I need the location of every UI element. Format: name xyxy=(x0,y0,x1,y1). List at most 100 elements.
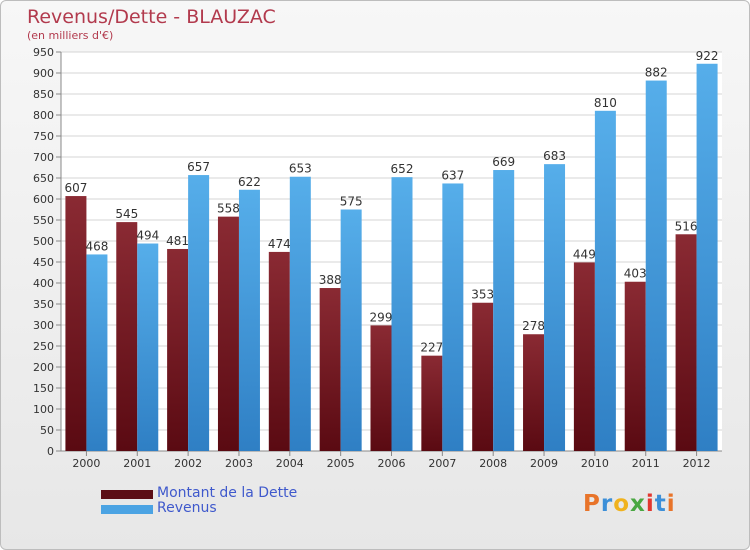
y-tick-label: 550 xyxy=(33,214,54,227)
data-label-revenus: 882 xyxy=(645,66,668,80)
x-tick-label: 2009 xyxy=(530,457,558,470)
bar-revenus xyxy=(86,254,108,451)
data-label-revenus: 683 xyxy=(543,149,566,163)
y-tick-label: 350 xyxy=(33,298,54,311)
x-tick-label: 2006 xyxy=(378,457,406,470)
bar-revenus xyxy=(493,170,515,451)
bar-revenus xyxy=(137,243,159,451)
bar-dette xyxy=(370,325,392,451)
x-tick-label: 2011 xyxy=(632,457,660,470)
data-label-dette: 227 xyxy=(420,341,443,355)
bar-revenus xyxy=(594,110,616,452)
x-tick-label: 2008 xyxy=(479,457,507,470)
y-tick-label: 0 xyxy=(47,445,54,458)
data-label-revenus: 810 xyxy=(594,96,617,110)
bar-revenus xyxy=(289,176,311,452)
y-tick-label: 950 xyxy=(33,46,54,59)
x-tick-label: 2001 xyxy=(123,457,151,470)
y-tick-label: 200 xyxy=(33,361,54,374)
bar-dette xyxy=(624,281,646,451)
data-label-dette: 388 xyxy=(319,273,342,287)
y-tick-label: 400 xyxy=(33,277,54,290)
logo-letter: P xyxy=(583,491,601,517)
bar-revenus xyxy=(696,63,718,451)
chart-subtitle: (en milliers d'€) xyxy=(27,29,114,42)
bar-revenus xyxy=(238,189,260,451)
legend-label-revenus: Revenus xyxy=(157,500,217,516)
y-tick-label: 600 xyxy=(33,193,54,206)
y-tick-label: 750 xyxy=(33,130,54,143)
x-tick-label: 2003 xyxy=(225,457,253,470)
data-label-revenus: 575 xyxy=(340,195,363,209)
data-label-dette: 299 xyxy=(370,310,393,324)
logo-letter: o xyxy=(613,491,631,517)
y-tick-label: 500 xyxy=(33,235,54,248)
x-tick-label: 2007 xyxy=(428,457,456,470)
legend-label-dette: Montant de la Dette xyxy=(157,485,298,501)
data-label-dette: 403 xyxy=(624,267,647,281)
bar-dette xyxy=(675,234,697,451)
data-label-dette: 481 xyxy=(166,234,189,248)
bar-dette xyxy=(319,288,341,451)
bar-dette xyxy=(523,334,545,451)
data-label-dette: 353 xyxy=(471,288,494,302)
x-tick-label: 2004 xyxy=(276,457,304,470)
data-label-revenus: 468 xyxy=(85,239,108,253)
y-tick-label: 250 xyxy=(33,340,54,353)
data-label-dette: 474 xyxy=(268,237,291,251)
bar-revenus xyxy=(188,175,210,451)
data-label-revenus: 653 xyxy=(289,162,312,176)
data-label-revenus: 494 xyxy=(136,229,159,243)
bar-dette xyxy=(472,302,494,451)
logo-letter: i xyxy=(645,491,655,517)
y-tick-label: 50 xyxy=(40,424,54,437)
y-tick-label: 150 xyxy=(33,382,54,395)
bar-dette xyxy=(167,248,189,451)
data-label-revenus: 922 xyxy=(696,49,719,63)
bar-dette xyxy=(116,222,138,451)
legend-swatch-revenus xyxy=(101,505,153,514)
x-tick-label: 2002 xyxy=(174,457,202,470)
logo-letter: t xyxy=(654,491,667,517)
data-label-dette: 278 xyxy=(522,319,545,333)
legend-swatch-dette xyxy=(101,490,153,499)
y-tick-label: 450 xyxy=(33,256,54,269)
data-label-dette: 449 xyxy=(573,247,596,261)
data-label-dette: 516 xyxy=(675,219,698,233)
data-label-dette: 558 xyxy=(217,202,240,216)
data-label-dette: 607 xyxy=(64,181,87,195)
y-tick-label: 850 xyxy=(33,88,54,101)
y-tick-label: 650 xyxy=(33,172,54,185)
data-label-revenus: 637 xyxy=(441,168,464,182)
data-label-dette: 545 xyxy=(115,207,138,221)
x-tick-label: 2012 xyxy=(683,457,711,470)
logo-letter: r xyxy=(600,491,614,517)
bar-revenus xyxy=(391,177,413,451)
data-label-revenus: 652 xyxy=(391,162,414,176)
x-tick-label: 2010 xyxy=(581,457,609,470)
y-tick-label: 100 xyxy=(33,403,54,416)
bar-dette xyxy=(573,262,595,451)
bar-revenus xyxy=(442,183,464,451)
x-tick-label: 2000 xyxy=(72,457,100,470)
y-tick-label: 700 xyxy=(33,151,54,164)
bar-dette xyxy=(217,216,239,451)
y-tick-label: 800 xyxy=(33,109,54,122)
data-label-revenus: 622 xyxy=(238,175,261,189)
bar-dette xyxy=(65,196,87,451)
bar-revenus xyxy=(645,80,667,451)
logo-letter: x xyxy=(630,491,646,517)
bar-revenus xyxy=(544,164,566,451)
data-label-revenus: 669 xyxy=(492,155,515,169)
logo-letter: i xyxy=(666,491,676,517)
data-label-revenus: 657 xyxy=(187,160,210,174)
bar-dette xyxy=(268,251,290,451)
proxiti-logo: Proxiti xyxy=(583,491,676,517)
chart-title: Revenus/Dette - BLAUZAC xyxy=(27,6,276,28)
bar-dette xyxy=(421,355,443,451)
x-tick-label: 2005 xyxy=(327,457,355,470)
y-tick-label: 300 xyxy=(33,319,54,332)
bar-revenus xyxy=(340,209,362,451)
